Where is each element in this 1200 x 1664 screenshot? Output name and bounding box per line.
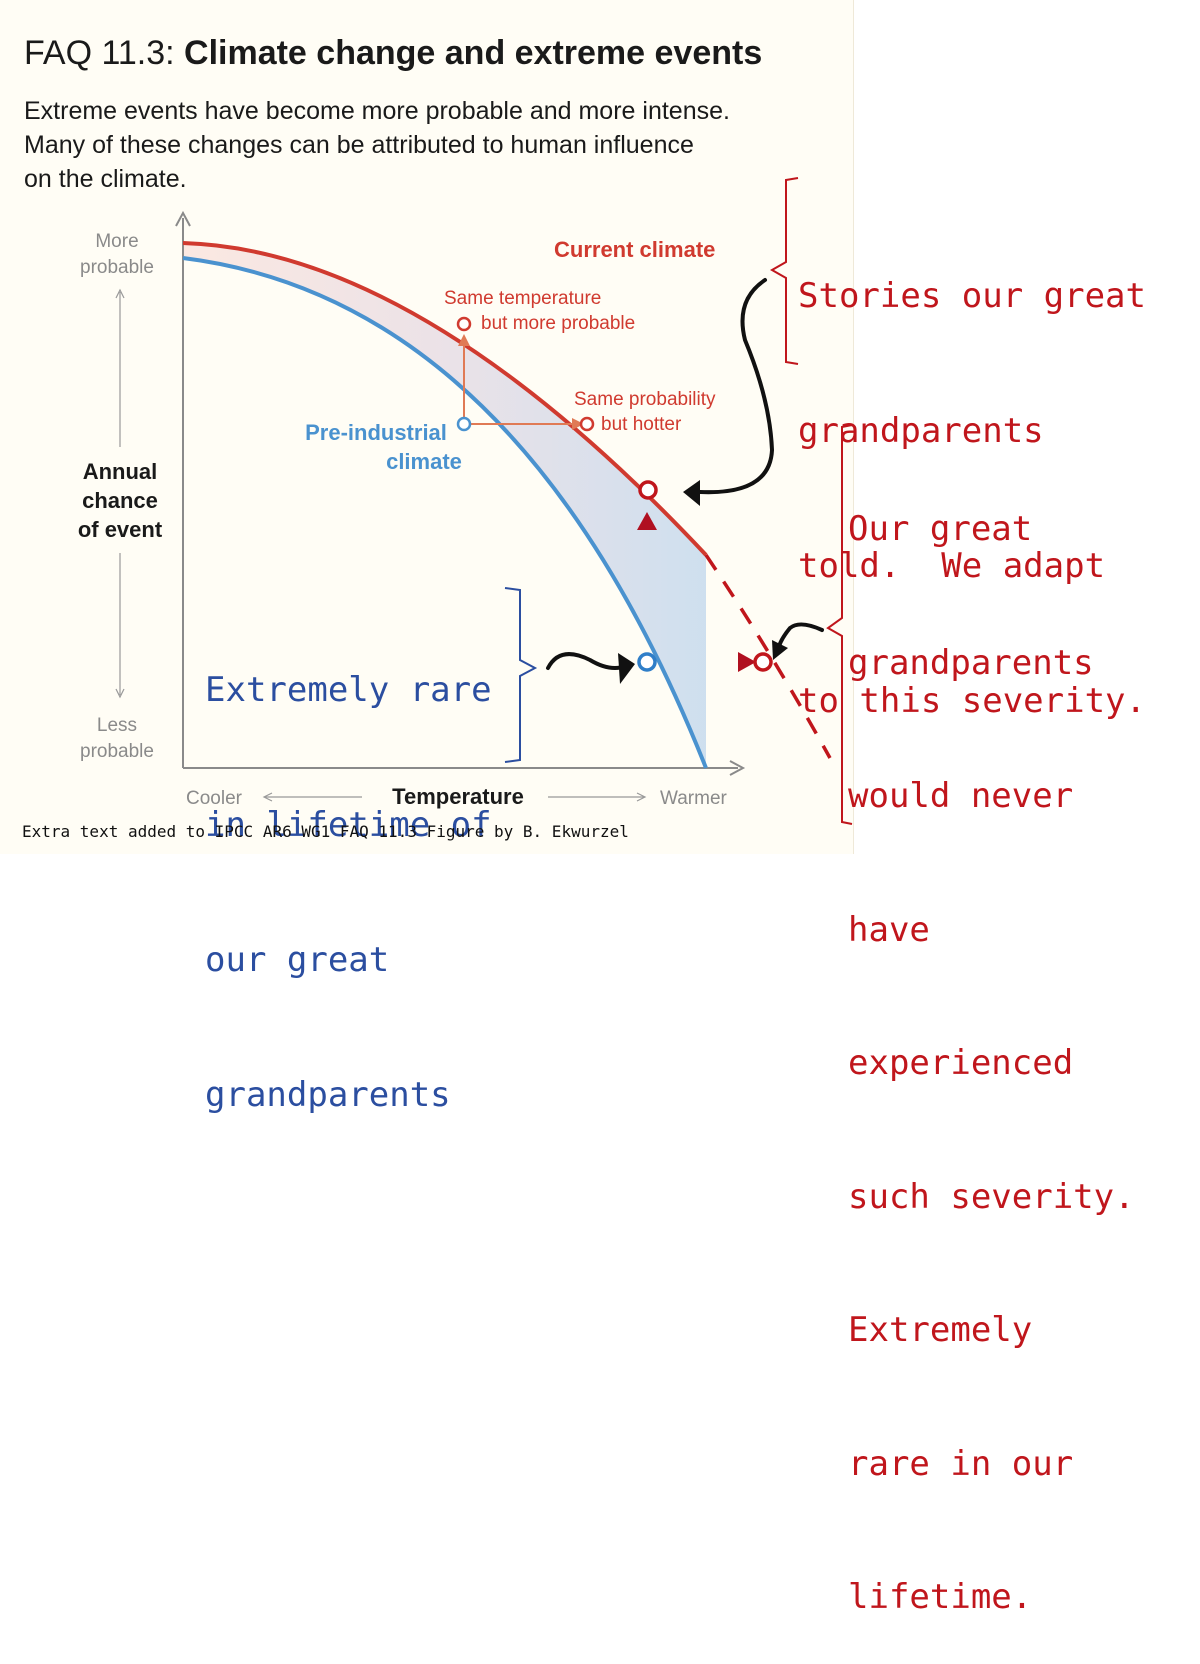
y-title-line-1: Annual	[83, 459, 158, 484]
rare-line: Extremely rare	[205, 670, 492, 710]
vertical-shift-arrow-icon	[637, 512, 657, 530]
never-line: grandparents	[848, 642, 1094, 683]
rare-line: in lifetime of	[205, 805, 492, 845]
y-title-line-2: chance	[82, 488, 158, 513]
x-right-label: Warmer	[660, 788, 728, 809]
stories-line: Stories our great	[798, 276, 1146, 316]
figure-title: FAQ 11.3: Climate change and extreme eve…	[24, 34, 762, 73]
rare-line: grandparents	[205, 1075, 451, 1115]
x-left-arrow-icon	[262, 792, 273, 802]
current-climate-label: Current climate	[554, 237, 715, 262]
stories-pointer-icon	[683, 480, 700, 506]
same-temp-label-1: Same temperature	[444, 288, 601, 309]
never-line: such severity.	[848, 1176, 1135, 1217]
y-top-label-2: probable	[80, 257, 154, 278]
preindustrial-label-2: climate	[386, 449, 462, 474]
stories-line: to this severity.	[798, 681, 1146, 721]
y-axis-arrow-icon	[175, 210, 191, 227]
never-line: have	[848, 909, 930, 950]
diagram-canvas: More probable Less probable Annual chanc…	[78, 177, 853, 825]
never-line: Extremely	[848, 1310, 1033, 1350]
climate-band	[183, 243, 706, 768]
stories-line: grandparents	[798, 411, 1044, 451]
rare-pointer-icon	[618, 653, 635, 684]
subtitle-line: on the climate.	[24, 165, 187, 193]
title-prefix: FAQ 11.3:	[24, 34, 185, 72]
stories-pointer-line	[698, 278, 775, 495]
stories-line: told. We adapt	[798, 546, 1106, 586]
y-title-line-3: of event	[78, 517, 163, 542]
y-top-label-1: More	[95, 231, 138, 252]
x-right-arrow-icon	[636, 792, 647, 802]
figure-panel	[0, 0, 854, 854]
same-prob-point	[579, 416, 595, 432]
x-left-label: Cooler	[186, 788, 243, 809]
title-bold: Climate change and extreme events	[184, 34, 763, 72]
y-bottom-label-2: probable	[80, 741, 154, 762]
current-climate-extension	[704, 554, 832, 759]
same-temp-arrow-icon	[458, 334, 470, 346]
never-line: lifetime.	[848, 1577, 1033, 1617]
never-pointer-icon	[772, 640, 788, 660]
never-line: would never	[848, 776, 1074, 816]
rare-event-point	[637, 652, 657, 672]
stories-annotation: Stories our great grandparents told. We …	[798, 184, 1146, 769]
x-title: Temperature	[392, 784, 524, 809]
same-temp-point	[456, 316, 472, 332]
rare-pointer-line	[546, 652, 628, 670]
same-prob-label-2: but hotter	[601, 414, 682, 435]
preindustrial-point	[456, 416, 472, 432]
rare-annotation: Extremely rare in lifetime of our great …	[205, 578, 492, 1163]
y-down-arrow-icon	[115, 688, 125, 699]
never-line: experienced	[848, 1043, 1074, 1083]
y-bottom-label-1: Less	[97, 715, 137, 736]
horizontal-shift-arrow-icon	[738, 652, 756, 672]
subtitle-line: Extreme events have become more probable…	[24, 97, 730, 125]
current-climate-curve	[182, 241, 708, 557]
credit-text: Extra text added to IPCC AR6 WG1 FAQ 11.…	[22, 822, 629, 841]
rare-line: our great	[205, 940, 390, 980]
y-up-arrow-icon	[115, 288, 125, 299]
never-line: Our great	[848, 509, 1033, 549]
never-line: rare in our	[848, 1443, 1074, 1484]
subtitle-line: Many of these changes can be attributed …	[24, 131, 694, 159]
figure-subtitle: Extreme events have become more probable…	[24, 94, 854, 196]
rare-bracket	[504, 587, 538, 763]
never-bracket	[826, 424, 853, 825]
preindustrial-label-1: Pre-industrial	[305, 420, 447, 445]
stories-bracket	[769, 177, 799, 365]
x-axis-arrow-icon	[729, 760, 746, 776]
future-event-point	[753, 652, 773, 672]
current-event-point	[638, 480, 658, 500]
same-temp-label-2: but more probable	[481, 313, 635, 334]
same-prob-arrow-icon	[572, 418, 584, 430]
never-annotation: Our great grandparents would never have …	[848, 418, 1135, 1664]
same-prob-label-1: Same probability	[574, 389, 716, 410]
